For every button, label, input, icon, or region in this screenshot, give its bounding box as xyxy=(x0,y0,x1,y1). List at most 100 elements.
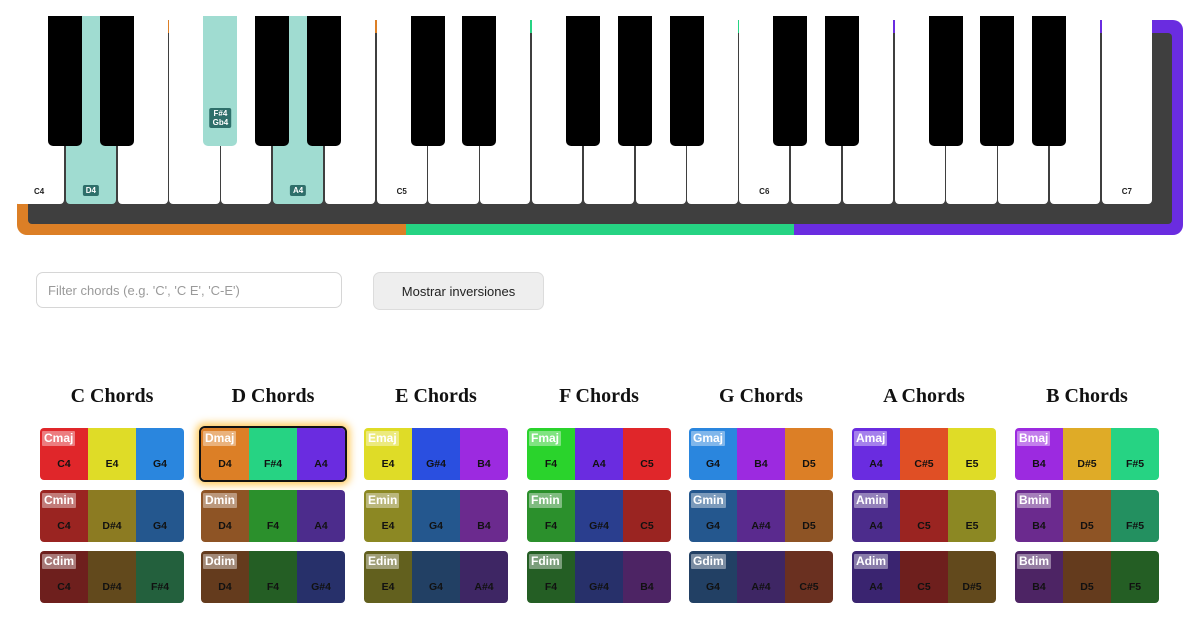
chord-group-title: A Chords xyxy=(883,385,965,407)
chord-card-gdim[interactable]: G4 A#4 C#5 Gdim xyxy=(689,551,833,603)
black-key-d-sharp5[interactable] xyxy=(462,16,497,146)
chord-note-segment: G#4 xyxy=(575,490,623,542)
chord-note-label: C4 xyxy=(57,581,71,593)
black-key-f-sharp4[interactable]: F#4 Gb4 xyxy=(203,16,238,146)
chord-card-bmin[interactable]: B4 D5 F#5 Bmin xyxy=(1015,490,1159,542)
chord-card-dmaj[interactable]: D4 F#4 A4 Dmaj xyxy=(199,426,347,482)
chord-note-segment: G#4 xyxy=(297,551,345,603)
black-key-a-sharp4[interactable] xyxy=(307,16,341,146)
chord-note-label: G4 xyxy=(705,458,720,470)
chord-card-edim[interactable]: E4 G4 A#4 Edim xyxy=(364,551,508,603)
chord-note-label: G4 xyxy=(705,581,720,593)
black-key-c-sharp4[interactable] xyxy=(48,16,82,146)
chord-card-ddim[interactable]: D4 F4 G#4 Ddim xyxy=(201,551,345,603)
chord-card-cmaj[interactable]: C4 E4 G4 Cmaj xyxy=(40,428,184,480)
show-inversions-button[interactable]: Mostrar inversiones xyxy=(373,272,544,310)
chord-note-label: F#5 xyxy=(1125,520,1145,532)
chord-note-label: B4 xyxy=(640,581,654,593)
chord-note-label: C#5 xyxy=(799,581,819,593)
chord-card-gmaj[interactable]: G4 B4 D5 Gmaj xyxy=(689,428,833,480)
chord-note-label: C5 xyxy=(917,581,931,593)
chord-note-segment: A#4 xyxy=(737,490,785,542)
chord-note-segment: D5 xyxy=(785,428,833,480)
black-key-f-sharp5[interactable] xyxy=(566,16,600,146)
chord-note-label: D4 xyxy=(218,520,232,532)
chord-card-cdim[interactable]: C4 D#4 F#4 Cdim xyxy=(40,551,184,603)
chord-note-segment: F4 xyxy=(527,551,575,603)
chord-name: Ddim xyxy=(203,554,237,569)
chord-note-segment: G4 xyxy=(136,428,184,480)
chord-note-label: F#4 xyxy=(150,581,170,593)
chord-note-segment: D4 xyxy=(201,428,249,480)
chord-note-label: E4 xyxy=(381,458,395,470)
chord-note-segment: D#4 xyxy=(88,490,136,542)
chord-note-segment: D4 xyxy=(201,551,249,603)
chord-note-label: F4 xyxy=(544,520,558,532)
chord-note-label: D4 xyxy=(218,581,232,593)
key-label: C4 xyxy=(33,187,45,196)
key-label: C5 xyxy=(396,187,407,196)
chord-note-label: A4 xyxy=(592,458,606,470)
chord-note-segment: D#4 xyxy=(88,551,136,603)
black-key-g-sharp6[interactable] xyxy=(980,16,1015,146)
chord-note-segment: C#5 xyxy=(900,428,948,480)
chord-card-fmaj[interactable]: F4 A4 C5 Fmaj xyxy=(527,428,671,480)
chord-name: Gmaj xyxy=(691,431,726,446)
chord-card-amaj[interactable]: A4 C#5 E5 Amaj xyxy=(852,428,996,480)
black-key-g-sharp4[interactable] xyxy=(255,16,290,146)
chord-card-adim[interactable]: A4 C5 D#5 Adim xyxy=(852,551,996,603)
black-key-c-sharp5[interactable] xyxy=(410,16,445,146)
chord-note-segment: E4 xyxy=(364,551,412,603)
chord-note-label: C4 xyxy=(57,458,71,470)
chord-note-label: G4 xyxy=(152,520,167,532)
chord-note-label: C#5 xyxy=(914,458,934,470)
chord-note-segment: F4 xyxy=(249,490,297,542)
chord-note-label: E5 xyxy=(965,520,979,532)
chord-note-segment: B4 xyxy=(460,490,508,542)
chord-note-label: E4 xyxy=(105,458,119,470)
chord-name: Cdim xyxy=(42,554,76,569)
chord-note-segment: B4 xyxy=(737,428,785,480)
chord-note-segment: G#4 xyxy=(412,428,460,480)
chord-card-bmaj[interactable]: B4 D#5 F#5 Bmaj xyxy=(1015,428,1159,480)
chord-card-fmin[interactable]: F4 G#4 C5 Fmin xyxy=(527,490,671,542)
chord-filter-input[interactable] xyxy=(36,272,342,308)
chord-card-dmin[interactable]: D4 F4 A4 Dmin xyxy=(201,490,345,542)
chord-card-fdim[interactable]: F4 G#4 B4 Fdim xyxy=(527,551,671,603)
black-key-c-sharp6[interactable] xyxy=(773,16,808,146)
chord-note-segment: D5 xyxy=(1063,551,1111,603)
chord-note-segment: A4 xyxy=(852,551,900,603)
black-key-a-sharp5[interactable] xyxy=(669,16,704,146)
chord-name: Edim xyxy=(366,554,400,569)
black-key-a-sharp6[interactable] xyxy=(1032,16,1067,146)
chord-note-label: B4 xyxy=(754,458,768,470)
black-key-d-sharp6[interactable] xyxy=(825,16,859,146)
chord-note-label: G4 xyxy=(705,520,720,532)
black-key-g-sharp5[interactable] xyxy=(617,16,652,146)
black-key-f-sharp6[interactable] xyxy=(928,16,963,146)
chord-note-segment: D5 xyxy=(1063,490,1111,542)
chord-card-gmin[interactable]: G4 A#4 D5 Gmin xyxy=(689,490,833,542)
chord-note-label: A#4 xyxy=(474,581,494,593)
black-key-d-sharp4[interactable] xyxy=(99,16,134,146)
chord-note-label: F4 xyxy=(544,458,558,470)
chord-group-title: D Chords xyxy=(231,385,315,407)
chord-note-label: D5 xyxy=(1080,520,1094,532)
chord-card-cmin[interactable]: C4 D#4 G4 Cmin xyxy=(40,490,184,542)
chord-card-emaj[interactable]: E4 G#4 B4 Emaj xyxy=(364,428,508,480)
chord-card-bdim[interactable]: B4 D5 F5 Bdim xyxy=(1015,551,1159,603)
chord-note-label: A4 xyxy=(314,458,328,470)
chord-note-label: D5 xyxy=(1080,581,1094,593)
chord-card-amin[interactable]: A4 C5 E5 Amin xyxy=(852,490,996,542)
chord-group-title: B Chords xyxy=(1046,385,1128,407)
key-label: F#4 Gb4 xyxy=(209,107,232,128)
chord-note-label: F5 xyxy=(1128,581,1142,593)
white-key-c7[interactable]: C7 xyxy=(1101,16,1152,204)
chord-note-segment: G4 xyxy=(136,490,184,542)
chord-card-emin[interactable]: E4 G4 B4 Emin xyxy=(364,490,508,542)
chord-note-segment: A4 xyxy=(852,490,900,542)
chord-note-segment: F4 xyxy=(527,428,575,480)
chord-note-segment: E5 xyxy=(948,490,996,542)
chord-note-segment: G4 xyxy=(689,428,737,480)
chord-name: Gdim xyxy=(691,554,726,569)
